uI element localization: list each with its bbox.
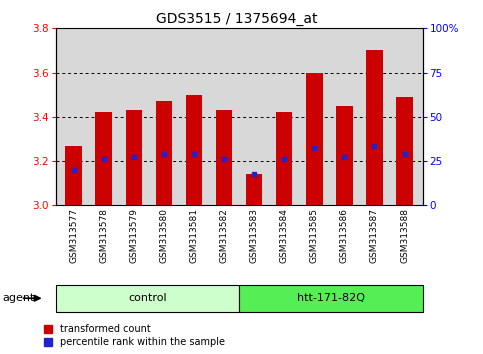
Bar <box>185 95 202 205</box>
Bar <box>396 97 413 205</box>
Text: agent: agent <box>2 293 35 303</box>
Bar <box>156 101 172 205</box>
Bar <box>56 285 239 312</box>
Bar <box>336 106 353 205</box>
Bar <box>306 73 323 205</box>
Text: GDS3515 / 1375694_at: GDS3515 / 1375694_at <box>156 12 317 27</box>
Bar <box>96 113 112 205</box>
Bar <box>246 175 262 205</box>
Legend: transformed count, percentile rank within the sample: transformed count, percentile rank withi… <box>43 325 225 347</box>
Bar <box>126 110 142 205</box>
Bar <box>216 110 232 205</box>
Bar <box>366 51 383 205</box>
Text: htt-171-82Q: htt-171-82Q <box>297 293 365 303</box>
Bar <box>239 285 423 312</box>
Text: control: control <box>128 293 167 303</box>
Bar <box>276 113 293 205</box>
Bar <box>65 145 82 205</box>
